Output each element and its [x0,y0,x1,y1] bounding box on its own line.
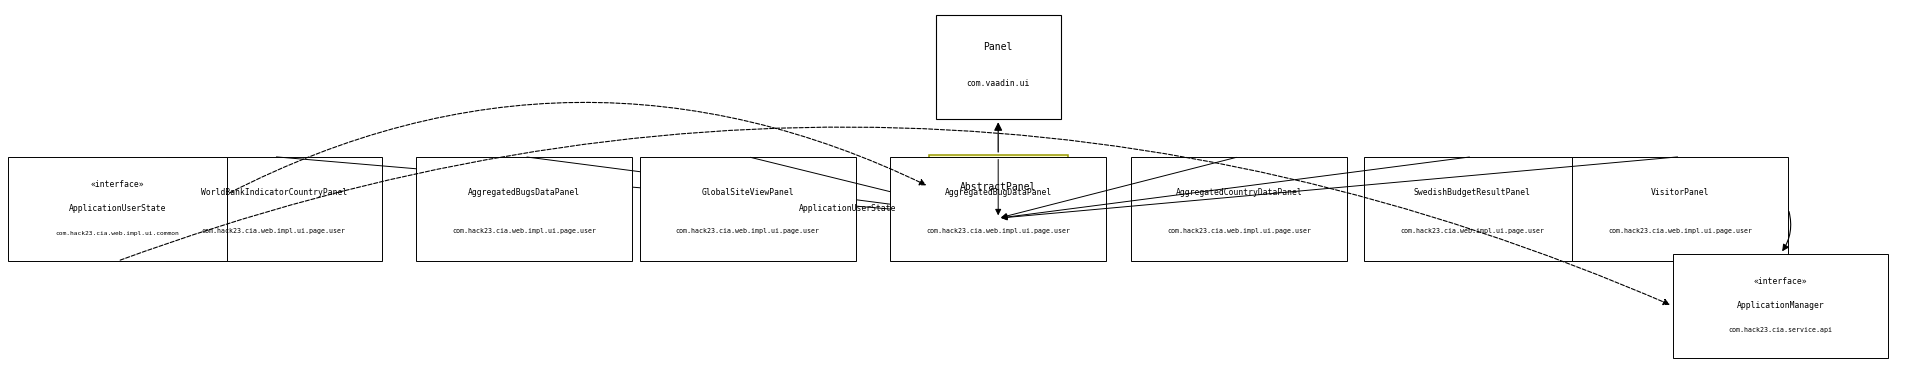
Text: com.hack23.cia.service.api: com.hack23.cia.service.api [1729,327,1833,333]
FancyBboxPatch shape [929,155,1068,218]
Text: ApplicationUserState: ApplicationUserState [800,204,896,213]
Text: com.hack23.cia.web.impl.ui.page.user: com.hack23.cia.web.impl.ui.page.user [1609,228,1752,234]
FancyBboxPatch shape [937,15,1060,119]
Text: AggregatedBugsDataPanel: AggregatedBugsDataPanel [468,188,580,197]
FancyBboxPatch shape [1364,157,1580,261]
Text: com.hack23.cia.web.impl.ui.page.user: com.hack23.cia.web.impl.ui.page.user [1401,228,1544,234]
Text: «interface»: «interface» [1754,277,1808,286]
Text: AggregatedCountryDataPanel: AggregatedCountryDataPanel [1175,188,1303,197]
FancyBboxPatch shape [1572,157,1788,261]
Text: com.hack23.cia.web.impl.ui.page.user: com.hack23.cia.web.impl.ui.page.user [453,228,595,234]
Text: SwedishBudgetResultPanel: SwedishBudgetResultPanel [1414,188,1530,197]
Text: com.hack23.cia.web.impl.ui.page.user: com.hack23.cia.web.impl.ui.page.user [927,228,1069,234]
Text: com.hack23.cia.web.impl.ui.common: com.hack23.cia.web.impl.ui.common [56,231,179,236]
FancyBboxPatch shape [1131,157,1347,261]
FancyBboxPatch shape [416,157,632,261]
Text: «interface»: «interface» [91,180,145,189]
Text: GlobalSiteViewPanel: GlobalSiteViewPanel [701,188,794,197]
Text: Panel: Panel [983,42,1014,51]
FancyBboxPatch shape [890,157,1106,261]
Text: WorldBankIndicatorCountryPanel: WorldBankIndicatorCountryPanel [200,188,347,197]
Text: com.hack23.cia.web.impl.ui.page.user: com.hack23.cia.web.impl.ui.page.user [1168,228,1310,234]
Text: AbstractPanel: AbstractPanel [960,182,1037,191]
Text: VisitorPanel: VisitorPanel [1651,188,1709,197]
Text: com.hack23.cia.web.impl.ui.page.user: com.hack23.cia.web.impl.ui.page.user [676,228,819,234]
Text: com.hack23.cia.web.impl.ui.page.user: com.hack23.cia.web.impl.ui.page.user [202,228,345,234]
FancyBboxPatch shape [640,157,856,261]
Text: com.vaadin.ui: com.vaadin.ui [967,79,1029,88]
FancyBboxPatch shape [1673,254,1888,358]
Text: ApplicationManager: ApplicationManager [1736,301,1825,310]
FancyBboxPatch shape [8,157,227,261]
Text: AggregatedBugDataPanel: AggregatedBugDataPanel [944,188,1052,197]
Text: ApplicationUserState: ApplicationUserState [69,204,166,213]
FancyBboxPatch shape [166,157,382,261]
